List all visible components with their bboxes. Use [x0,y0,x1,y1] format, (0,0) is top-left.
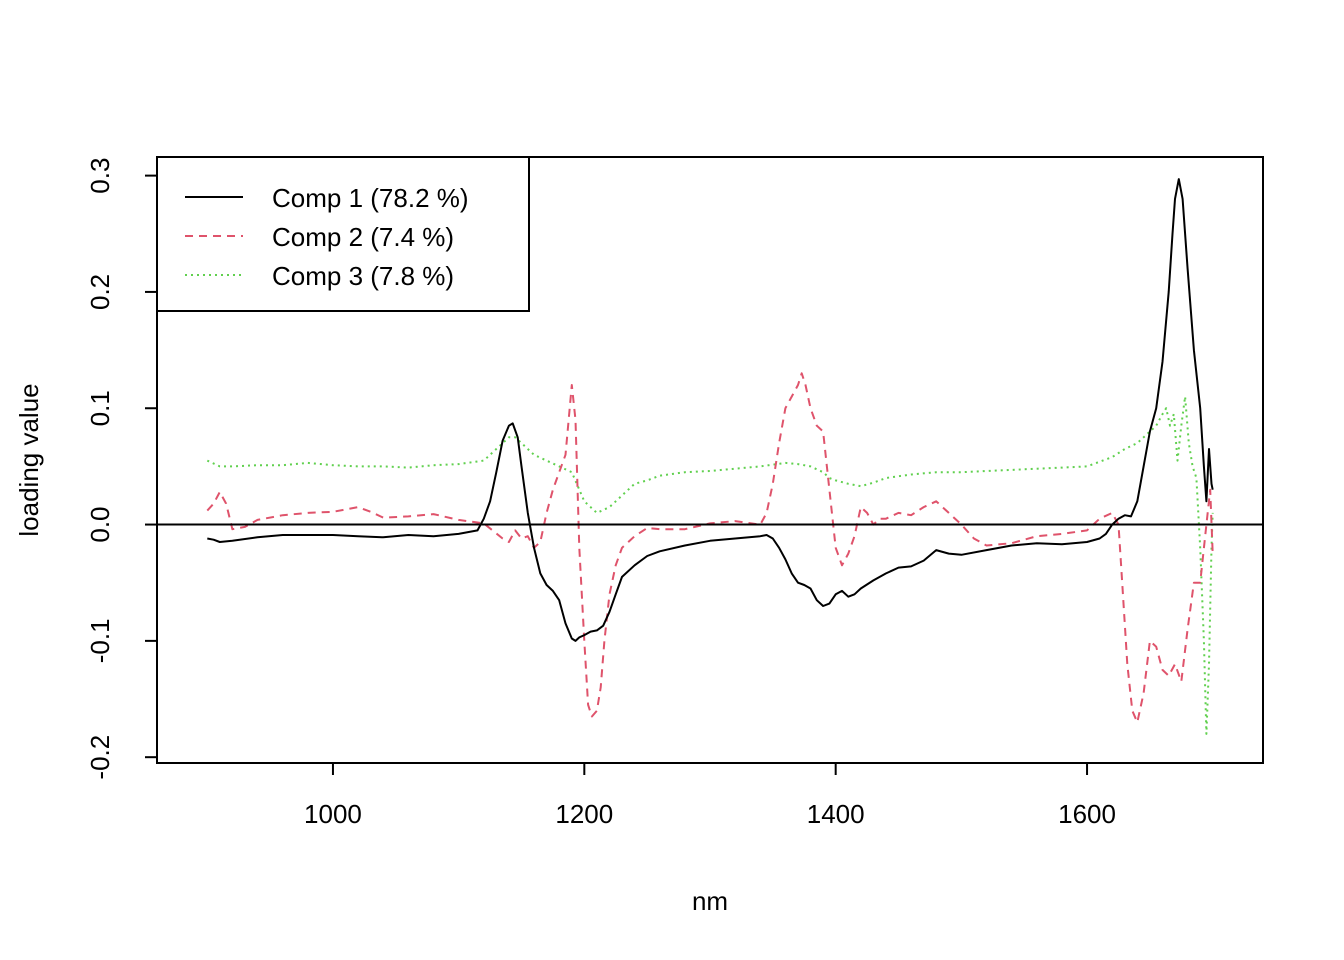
x-tick-label: 1600 [1058,799,1116,829]
legend: Comp 1 (78.2 %) Comp 2 (7.4 %) Comp 3 (7… [156,156,530,312]
x-tick-label: 1400 [807,799,865,829]
x-axis: 1000 1200 1400 1600 [304,763,1116,829]
x-tick-label: 1200 [555,799,613,829]
y-tick-label: 0.2 [85,274,115,310]
x-tick-label: 1000 [304,799,362,829]
plot-frame [156,156,1264,764]
series-line-comp-2 [206,372,1214,724]
legend-label-comp-1: Comp 1 (78.2 %) [272,183,469,213]
y-tick-label: 0.1 [85,390,115,426]
legend-label-comp-2: Comp 2 (7.4 %) [272,222,454,252]
series-layer [206,178,1214,735]
y-tick-label: 0.0 [85,506,115,542]
legend-label-comp-3: Comp 3 (7.8 %) [272,261,454,291]
legend-box [156,156,530,312]
y-tick-label: 0.3 [85,158,115,194]
x-axis-label: nm [692,886,728,916]
y-axis: -0.2 -0.1 0.0 0.1 0.2 0.3 [85,158,157,780]
series-line-comp-1 [207,178,1214,642]
series-line-comp-3 [206,395,1214,735]
y-axis-label: loading value [14,383,44,536]
y-tick-label: -0.2 [85,735,115,780]
y-tick-label: -0.1 [85,618,115,663]
